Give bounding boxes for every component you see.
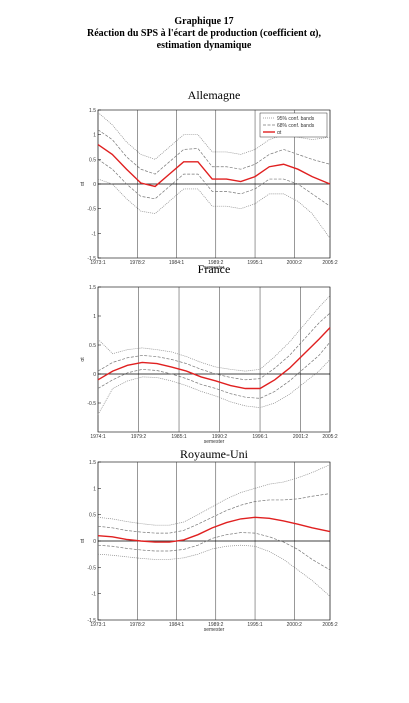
- figure-number: Graphique 17: [174, 16, 233, 27]
- plot-area: [97, 286, 331, 433]
- x-tick-label: 2000:2: [287, 622, 303, 628]
- y-tick-label: -1.5: [87, 618, 96, 624]
- y-tick-label: 0.5: [89, 157, 96, 163]
- y-tick-label: -1: [92, 592, 97, 598]
- band-lower: [97, 341, 331, 399]
- band-lower: [97, 159, 331, 207]
- y-axis-label: αt: [80, 357, 86, 362]
- y-tick-label: 0: [93, 539, 96, 545]
- y-tick-label: -1: [92, 231, 97, 237]
- x-axis-label: semester: [204, 265, 225, 271]
- legend-label: 95% conf. bands: [277, 116, 315, 122]
- y-tick-label: 1.5: [89, 460, 96, 466]
- x-tick-label: 1974:1: [90, 434, 106, 440]
- y-tick-label: 0.5: [89, 513, 96, 519]
- legend-label: 68% conf. bands: [277, 123, 315, 129]
- y-tick-label: 0: [93, 372, 96, 378]
- x-tick-label: 2001:2: [293, 434, 309, 440]
- y-tick-label: -0.5: [87, 207, 96, 213]
- y-tick-label: 1.5: [89, 285, 96, 291]
- band-upper: [97, 312, 331, 381]
- legend-box: [259, 112, 328, 138]
- x-tick-label: 1995:1: [247, 260, 263, 266]
- y-axis-label: αt: [80, 181, 86, 186]
- legend-label: αt: [277, 130, 282, 136]
- x-tick-label: 1973:1: [90, 260, 106, 266]
- x-axis-label: semester: [204, 627, 225, 633]
- series-line: [97, 143, 331, 188]
- x-tick-label: 1995:1: [247, 622, 263, 628]
- y-tick-label: -0.5: [87, 401, 96, 407]
- y-tick-label: 1: [93, 133, 96, 139]
- x-tick-label: 1979:2: [131, 434, 147, 440]
- band-upper: [97, 129, 331, 175]
- band-upper: [97, 464, 331, 526]
- x-tick-label: 1984:1: [169, 622, 185, 628]
- band-upper: [97, 493, 331, 534]
- x-tick-label: 1985:1: [171, 434, 187, 440]
- band-lower: [97, 359, 331, 415]
- y-tick-label: 1: [93, 314, 96, 320]
- y-tick-label: 0.5: [89, 343, 96, 349]
- x-tick-label: 2005:2: [322, 434, 338, 440]
- chart-title: Allemagne: [188, 88, 241, 102]
- band-lower: [97, 544, 331, 597]
- y-tick-label: -0.5: [87, 565, 96, 571]
- x-tick-label: 2005:2: [322, 260, 338, 266]
- x-tick-label: 2005:2: [322, 622, 338, 628]
- y-tick-label: 0: [93, 182, 96, 188]
- figure-title: estimation dynamique: [157, 40, 252, 51]
- series-line: [97, 516, 331, 543]
- band-lower: [97, 178, 331, 239]
- band-lower: [97, 532, 331, 571]
- x-tick-label: 1978:2: [130, 622, 146, 628]
- x-tick-label: 1973:1: [90, 622, 106, 628]
- x-tick-label: 1984:1: [169, 260, 185, 266]
- chart-title: France: [198, 262, 231, 276]
- figure-title: Réaction du SPS à l'écart de production …: [87, 28, 321, 39]
- chart-title: Royaume-Uni: [180, 447, 249, 461]
- x-tick-label: 1989:2: [208, 260, 224, 266]
- y-axis-label: αt: [80, 538, 86, 543]
- y-tick-label: -1.5: [87, 256, 96, 262]
- x-tick-label: 1990:2: [212, 434, 228, 440]
- series-line: [97, 327, 331, 390]
- x-tick-label: 2000:2: [287, 260, 303, 266]
- x-tick-label: 1978:2: [130, 260, 146, 266]
- x-tick-label: 1996:1: [252, 434, 268, 440]
- y-tick-label: 1.5: [89, 108, 96, 114]
- x-axis-label: semester: [204, 439, 225, 445]
- x-tick-label: 1989:2: [208, 622, 224, 628]
- y-tick-label: 1: [93, 486, 96, 492]
